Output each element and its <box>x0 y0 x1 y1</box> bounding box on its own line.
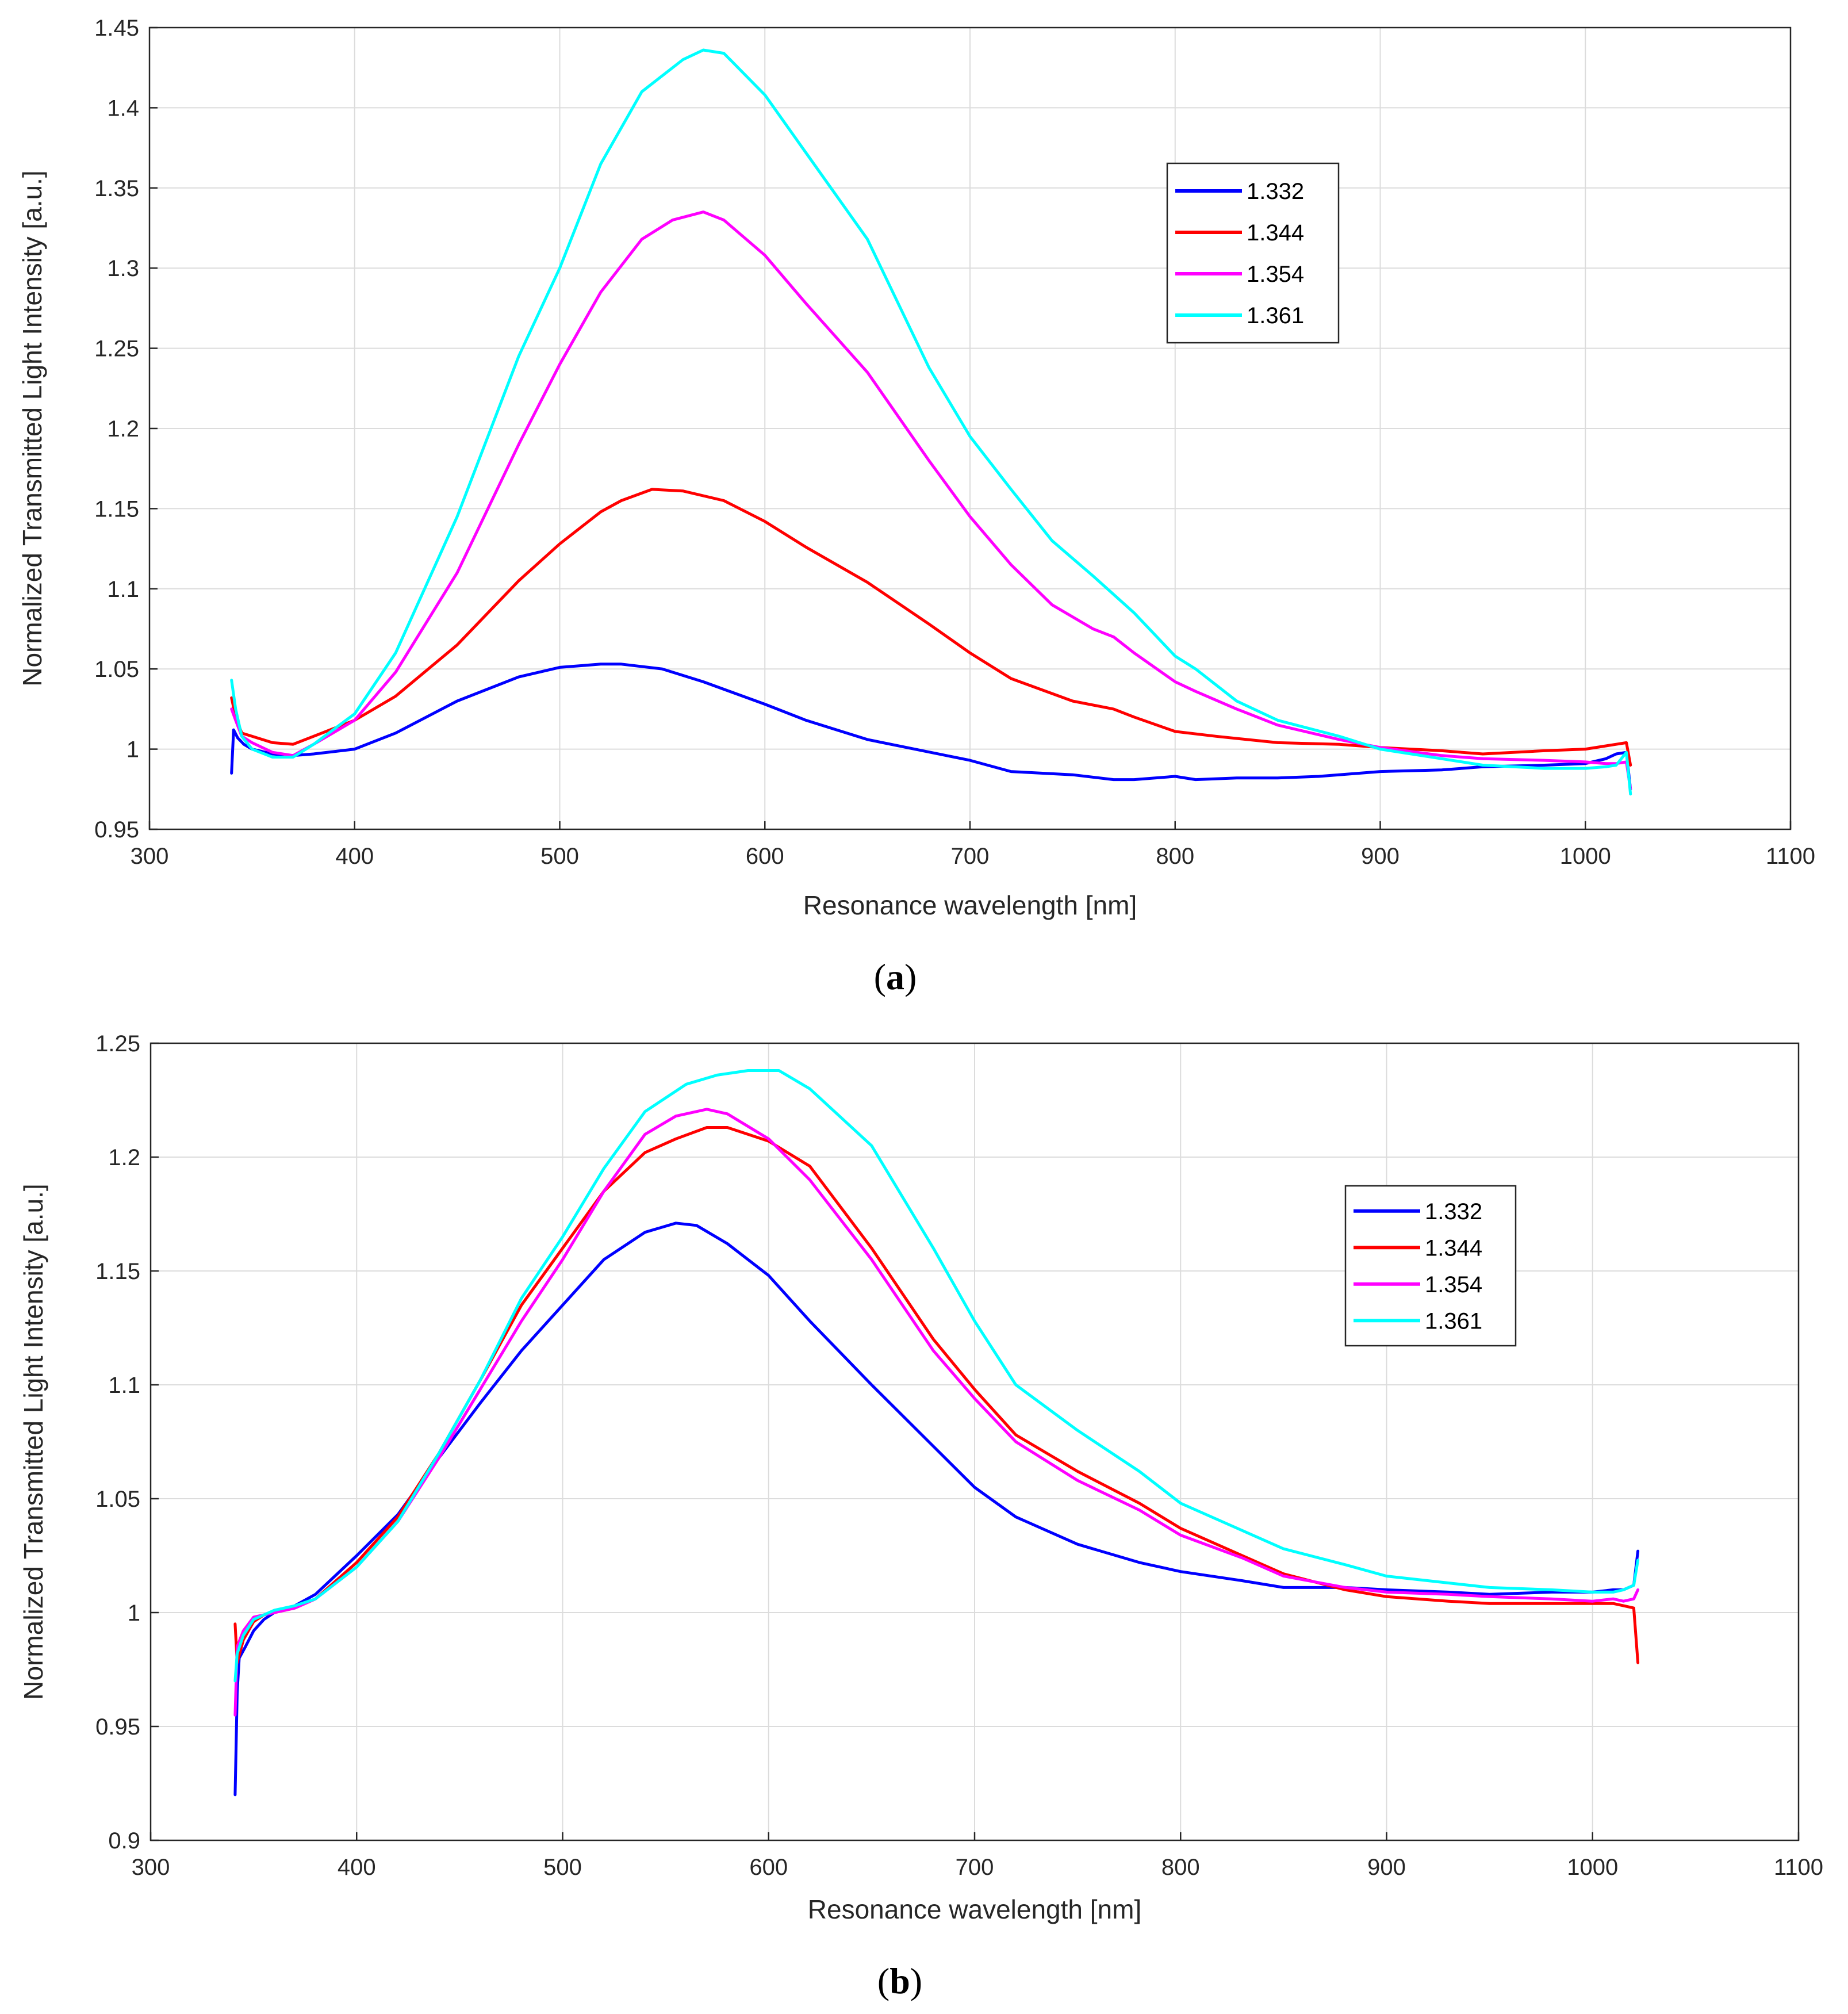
y-tick-label-b-2: 1 <box>128 1601 140 1626</box>
x-tick-label-a-3: 600 <box>746 844 784 869</box>
series-line-a-1-354 <box>230 210 1632 791</box>
legend-label-b-2: 1.354 <box>1425 1272 1482 1297</box>
grid-b <box>150 1043 1799 1841</box>
legend-label-b-1: 1.344 <box>1425 1235 1482 1261</box>
x-tick-label-b-1: 400 <box>338 1855 376 1880</box>
x-tick-label-b-8: 1100 <box>1774 1855 1823 1880</box>
legend-label-b-3: 1.361 <box>1425 1308 1482 1334</box>
y-tick-label-b-5: 1.15 <box>95 1259 140 1284</box>
x-tick-label-b-2: 500 <box>543 1855 582 1880</box>
y-tick-label-a-1: 1 <box>126 737 139 763</box>
chart-panel-a: 300 400 500 600 700 800 900 1000 1100 0.95 1 1.05 1.… <box>17 16 1815 997</box>
x-tick-label-a-1: 400 <box>335 844 374 869</box>
y-tick-label-b-1: 0.95 <box>95 1714 140 1740</box>
y-tick-label-a-6: 1.25 <box>94 336 139 362</box>
series-b <box>233 1069 1640 1797</box>
x-axis-label-b: Resonance wavelength [nm] <box>808 1894 1141 1924</box>
y-tick-label-b-7: 1.25 <box>95 1031 140 1056</box>
y-tick-label-a-8: 1.35 <box>94 176 139 201</box>
y-tick-label-b-6: 1.2 <box>108 1145 140 1170</box>
y-tick-label-a-4: 1.15 <box>94 496 139 522</box>
x-tick-label-a-7: 1000 <box>1560 844 1611 869</box>
x-tick-label-a-6: 900 <box>1361 844 1400 869</box>
chart-panel-b: 300 400 500 600 700 800 900 1000 1100 0.9 0.95 1 1.0… <box>18 1031 1823 2001</box>
x-tick-label-a-5: 800 <box>1156 844 1194 869</box>
y-tick-label-b-4: 1.1 <box>108 1373 140 1398</box>
legend-label-a-3: 1.361 <box>1247 303 1304 328</box>
legend-b: 1.332 1.344 1.354 1.361 <box>1344 1185 1517 1347</box>
y-tick-label-a-9: 1.4 <box>107 95 139 121</box>
caption-a: (a) <box>874 956 917 997</box>
series-line-a-1-361 <box>230 48 1632 796</box>
x-tick-label-a-4: 700 <box>951 844 990 869</box>
x-tick-label-b-4: 700 <box>956 1855 994 1880</box>
y-tick-label-a-7: 1.3 <box>107 256 139 281</box>
legend-label-b-0: 1.332 <box>1425 1199 1482 1224</box>
x-tick-label-b-5: 800 <box>1161 1855 1200 1880</box>
ticks-b: 300 400 500 600 700 800 900 1000 1100 0.9 0.95 1 1.0… <box>95 1031 1823 1880</box>
series-a <box>230 48 1632 796</box>
legend-label-a-1: 1.344 <box>1247 220 1304 246</box>
y-tick-label-b-3: 1.05 <box>95 1487 140 1512</box>
x-tick-label-b-7: 1000 <box>1567 1855 1618 1880</box>
grid-a <box>149 27 1791 830</box>
legend-label-a-0: 1.332 <box>1247 179 1304 204</box>
x-tick-label-b-6: 900 <box>1367 1855 1406 1880</box>
y-axis-label-b: Normalized Transmitted Light Intensity [… <box>18 1184 48 1699</box>
legend-a: 1.332 1.344 1.354 1.361 <box>1166 162 1340 344</box>
series-line-a-1-332 <box>230 663 1632 791</box>
series-line-a-1-344 <box>230 488 1632 767</box>
y-tick-label-a-2: 1.05 <box>94 657 139 682</box>
caption-b-letter: b <box>890 1961 910 2001</box>
y-tick-label-a-3: 1.1 <box>107 577 139 602</box>
y-tick-label-a-0: 0.95 <box>94 817 139 843</box>
x-tick-label-a-8: 1100 <box>1766 844 1815 869</box>
caption-b: (b) <box>877 1961 922 2001</box>
y-tick-label-a-5: 1.2 <box>107 416 139 442</box>
series-line-b-1-361 <box>233 1069 1640 1683</box>
y-tick-label-a-10: 1.45 <box>94 16 139 41</box>
x-axis-label-a: Resonance wavelength [nm] <box>803 890 1137 920</box>
ticks-a: 300 400 500 600 700 800 900 1000 1100 0.95 1 1.05 1.… <box>94 16 1815 869</box>
x-tick-label-b-0: 300 <box>132 1855 170 1880</box>
x-tick-label-a-2: 500 <box>540 844 579 869</box>
legend-label-a-2: 1.354 <box>1247 262 1304 287</box>
y-tick-label-b-0: 0.9 <box>108 1828 140 1854</box>
legend-box-a <box>1166 162 1340 344</box>
caption-a-letter: a <box>886 956 904 997</box>
x-tick-label-b-3: 600 <box>749 1855 788 1880</box>
x-tick-label-a-0: 300 <box>131 844 169 869</box>
y-axis-label-a: Normalized Transmitted Light Intensity [… <box>17 170 47 686</box>
